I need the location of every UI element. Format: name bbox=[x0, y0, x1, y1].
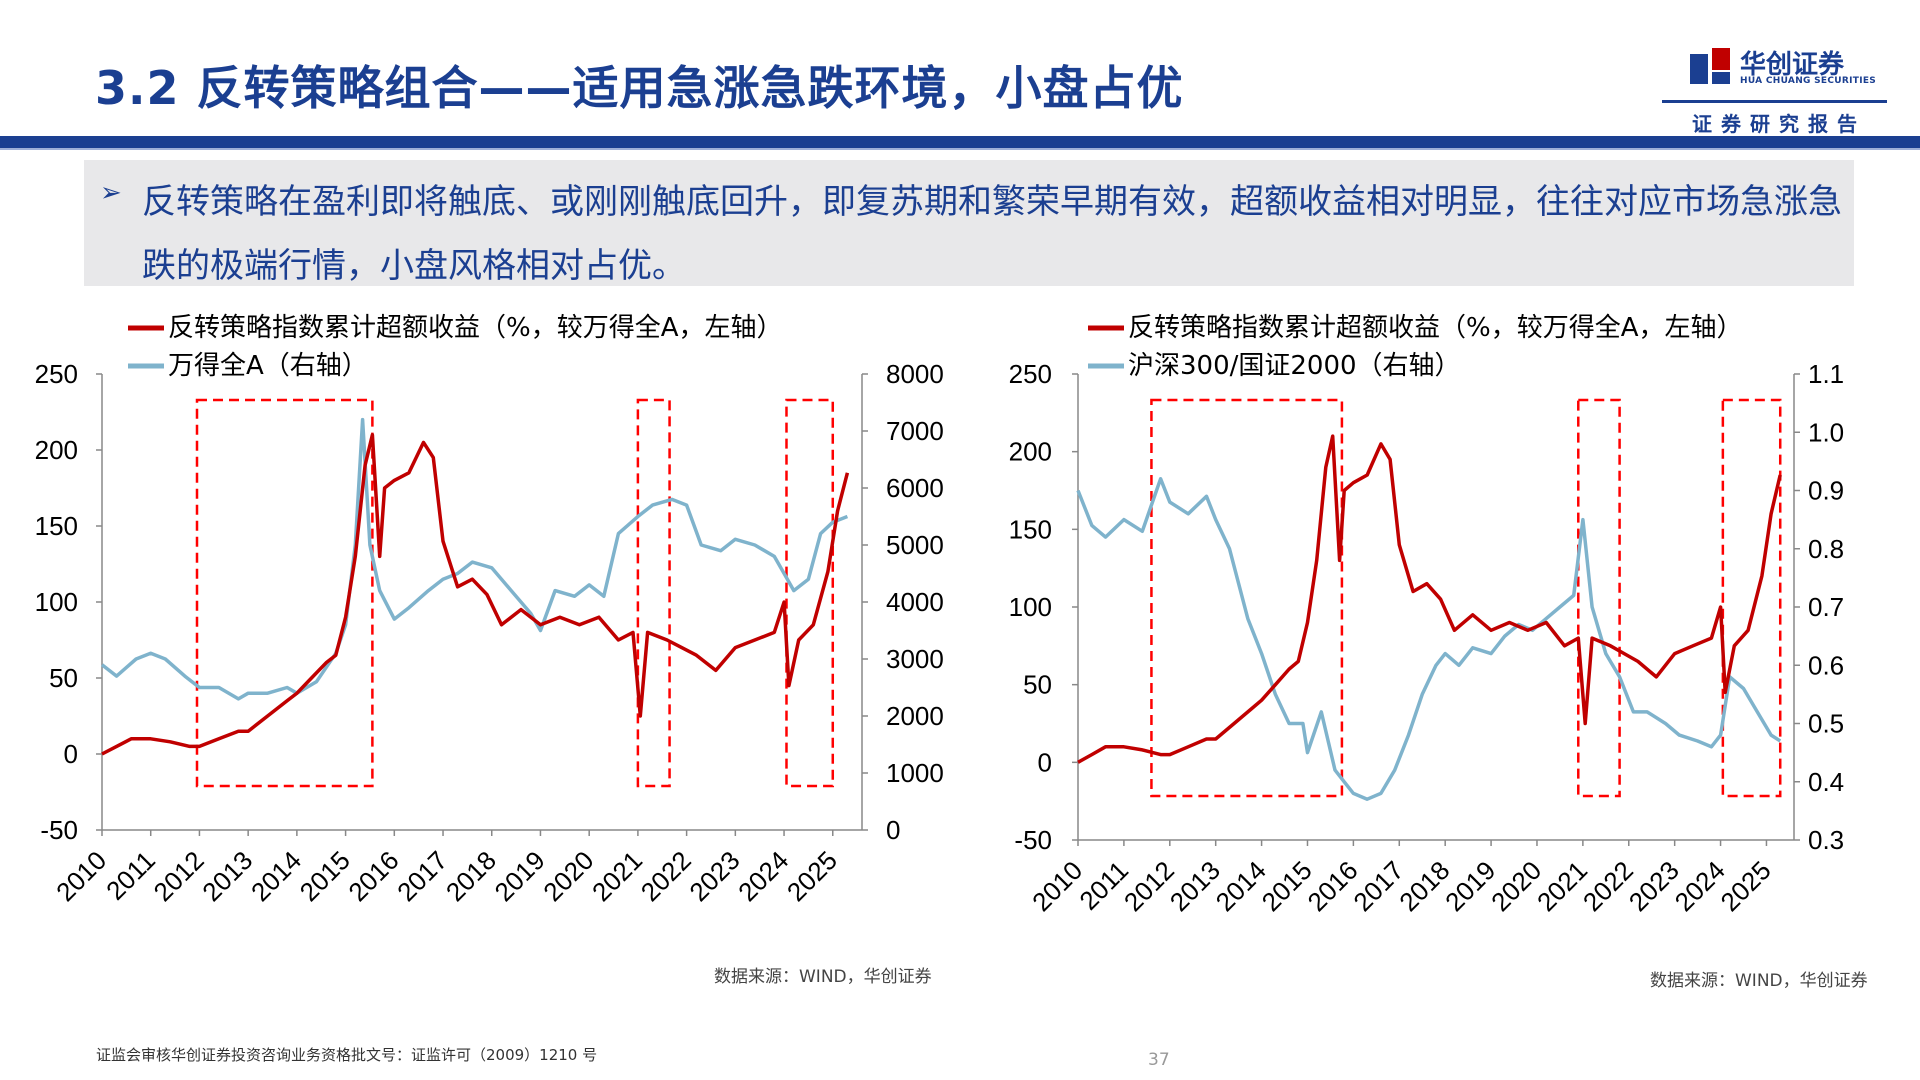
x-tick-label: 2020 bbox=[1485, 855, 1547, 917]
x-tick-label: 2013 bbox=[1164, 855, 1226, 917]
right-tick-label: 3000 bbox=[886, 644, 944, 674]
legend-label: 反转策略指数累计超额收益（%，较万得全A，左轴） bbox=[168, 313, 783, 343]
left-tick-label: -50 bbox=[1014, 825, 1052, 855]
right-tick-label: 0 bbox=[886, 815, 900, 845]
x-tick-label: 2015 bbox=[1256, 855, 1318, 917]
bullet-arrow-icon: ➢ bbox=[100, 178, 122, 208]
legend-label: 反转策略指数累计超额收益（%，较万得全A，左轴） bbox=[1128, 313, 1743, 343]
x-tick-label: 2022 bbox=[635, 845, 697, 907]
x-tick-label: 2022 bbox=[1577, 855, 1639, 917]
x-tick-label: 2017 bbox=[1347, 855, 1409, 917]
x-tick-label: 2020 bbox=[537, 845, 599, 907]
right-tick-label: 0.5 bbox=[1808, 709, 1844, 739]
x-tick-label: 2021 bbox=[1531, 855, 1593, 917]
left-tick-label: 250 bbox=[1009, 359, 1052, 389]
right-tick-label: 4000 bbox=[886, 587, 944, 617]
page-number: 37 bbox=[1148, 1050, 1170, 1070]
highlight-range-box bbox=[1721, 398, 1782, 798]
summary-box: ➢ 反转策略在盈利即将触底、或刚刚触底回升，即复苏期和繁荣早期有效，超额收益相对… bbox=[84, 160, 1854, 286]
report-type-label: 证券研究报告 bbox=[1692, 112, 1866, 136]
right-tick-label: 0.6 bbox=[1808, 650, 1844, 680]
left-tick-label: 100 bbox=[1009, 592, 1052, 622]
x-tick-label: 2021 bbox=[586, 845, 648, 907]
left-tick-label: 200 bbox=[35, 435, 78, 465]
x-tick-label: 2012 bbox=[1118, 855, 1180, 917]
logo-text-en: HUA CHUANG SECURITIES bbox=[1740, 76, 1877, 86]
logo-mark-icon bbox=[1690, 48, 1730, 84]
chart-right: -50 0 50 100 150 200 250 0.3 0.4 0.5 0.6 0.7 0.8 0.9 1… bbox=[990, 313, 1910, 978]
x-tick-label: 2018 bbox=[440, 845, 502, 907]
highlight-range-box bbox=[1150, 398, 1344, 798]
chart-left-source: 数据来源：WIND，华创证券 bbox=[714, 967, 932, 987]
x-tick-label: 2024 bbox=[1669, 855, 1731, 917]
left-tick-label: 250 bbox=[35, 359, 78, 389]
left-tick-label: 0 bbox=[64, 739, 78, 769]
right-tick-label: 1.0 bbox=[1808, 417, 1844, 447]
right-tick-label: 0.4 bbox=[1808, 767, 1844, 797]
right-tick-label: 0.3 bbox=[1808, 825, 1844, 855]
left-tick-label: 200 bbox=[1009, 437, 1052, 467]
x-tick-label: 2019 bbox=[489, 845, 551, 907]
left-tick-label: 0 bbox=[1038, 747, 1052, 777]
x-tick-label: 2016 bbox=[1302, 855, 1364, 917]
chart-left-svg: -50 0 50 100 150 200 250 0 1000 2000 3000 4000 5000 6… bbox=[35, 313, 944, 907]
x-tick-label: 2025 bbox=[1715, 855, 1777, 917]
chart-right-svg: -50 0 50 100 150 200 250 0.3 0.4 0.5 0.6 0.7 0.8 0.9 1… bbox=[1009, 313, 1845, 917]
x-tick-label: 2011 bbox=[1073, 855, 1134, 916]
title-divider bbox=[0, 136, 1920, 148]
x-tick-label: 2010 bbox=[50, 845, 112, 907]
left-tick-label: 50 bbox=[49, 663, 78, 693]
left-tick-label: 50 bbox=[1023, 670, 1052, 700]
right-tick-label: 8000 bbox=[886, 359, 944, 389]
left-tick-label: 150 bbox=[35, 511, 78, 541]
x-tick-label: 2025 bbox=[781, 845, 843, 907]
x-tick-label: 2023 bbox=[683, 845, 745, 907]
license-footer: 证监会审核华创证券投资咨询业务资格批文号：证监许可（2009）1210 号 bbox=[96, 1046, 598, 1064]
right-tick-label: 1.1 bbox=[1808, 359, 1844, 389]
highlight-range-box bbox=[785, 398, 835, 788]
left-tick-label: -50 bbox=[40, 815, 78, 845]
x-tick-label: 2013 bbox=[196, 845, 258, 907]
left-tick-label: 150 bbox=[1009, 514, 1052, 544]
legend-label: 沪深300/国证2000（右轴） bbox=[1128, 351, 1461, 381]
x-tick-label: 2017 bbox=[391, 845, 453, 907]
highlight-range-box bbox=[636, 398, 671, 788]
summary-text: 反转策略在盈利即将触底、或刚刚触底回升，即复苏期和繁荣早期有效，超额收益相对明显… bbox=[142, 182, 1842, 286]
right-tick-label: 2000 bbox=[886, 701, 944, 731]
x-tick-label: 2018 bbox=[1393, 855, 1455, 917]
logo-divider bbox=[1662, 100, 1887, 103]
chart-right-source: 数据来源：WIND，华创证券 bbox=[1650, 971, 1868, 991]
series-line-reversal-excess bbox=[1077, 434, 1782, 764]
x-tick-label: 2014 bbox=[245, 845, 307, 907]
right-tick-label: 0.9 bbox=[1808, 476, 1844, 506]
x-tick-label: 2014 bbox=[1210, 855, 1272, 917]
highlight-range-box bbox=[1577, 398, 1621, 798]
company-logo: 华创证券 HUA CHUANG SECURITIES bbox=[1690, 42, 1890, 94]
x-tick-label: 2016 bbox=[342, 845, 404, 907]
right-tick-label: 5000 bbox=[886, 530, 944, 560]
series-line-benchmark bbox=[1076, 477, 1782, 801]
series-line-reversal-excess bbox=[101, 433, 850, 756]
x-tick-label: 2024 bbox=[732, 845, 794, 907]
legend-label: 万得全A（右轴） bbox=[168, 351, 368, 381]
right-tick-label: 0.8 bbox=[1808, 534, 1844, 564]
page-title: 3.2 反转策略组合——适用急涨急跌环境，小盘占优 bbox=[95, 61, 1184, 115]
right-tick-label: 6000 bbox=[886, 473, 944, 503]
left-tick-label: 100 bbox=[35, 587, 78, 617]
title-divider-thin bbox=[0, 148, 1920, 150]
right-tick-label: 1000 bbox=[886, 758, 944, 788]
right-tick-label: 0.7 bbox=[1808, 592, 1844, 622]
x-tick-label: 2011 bbox=[100, 845, 161, 906]
x-tick-label: 2019 bbox=[1439, 855, 1501, 917]
x-tick-label: 2010 bbox=[1026, 855, 1088, 917]
right-tick-label: 7000 bbox=[886, 416, 944, 446]
logo-text-cn: 华创证券 bbox=[1740, 50, 1845, 80]
series-line-benchmark bbox=[100, 417, 849, 701]
x-tick-label: 2015 bbox=[294, 845, 356, 907]
highlight-range-box bbox=[195, 398, 374, 788]
chart-left: -50 0 50 100 150 200 250 0 1000 2000 3000 4000 5000 6… bbox=[20, 313, 960, 978]
x-tick-label: 2012 bbox=[148, 845, 210, 907]
x-tick-label: 2023 bbox=[1623, 855, 1685, 917]
